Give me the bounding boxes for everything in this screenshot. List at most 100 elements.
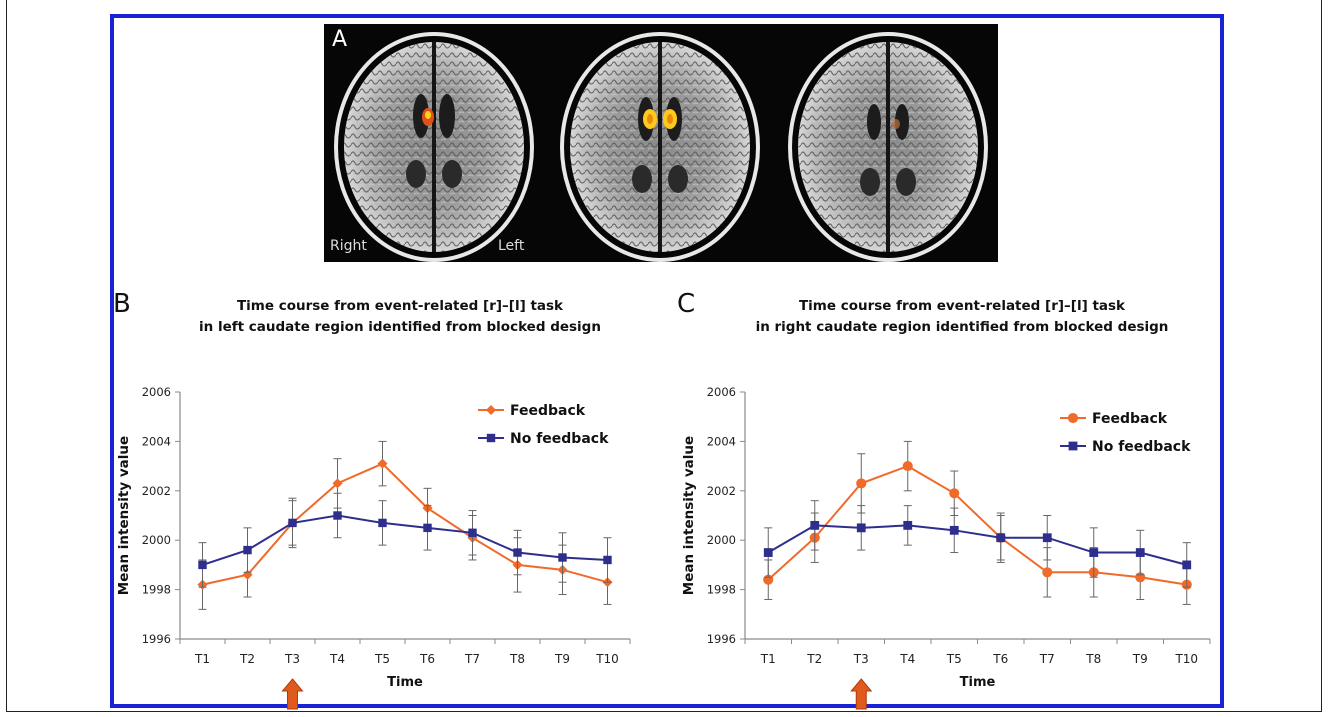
data-point <box>377 458 388 469</box>
data-point <box>1089 548 1099 557</box>
legend-marker <box>1067 412 1079 424</box>
data-point <box>603 555 612 565</box>
stimulus-arrow-icon <box>281 678 304 710</box>
data-point <box>949 488 960 499</box>
x-tick-label: T1 <box>760 652 776 666</box>
y-tick-label: 1998 <box>142 583 171 597</box>
x-tick-label: T1 <box>194 652 210 666</box>
x-tick-label: T7 <box>464 652 480 666</box>
brain-slice-3 <box>788 32 988 262</box>
data-point <box>949 525 959 535</box>
legend-marker <box>486 433 496 443</box>
orientation-label-right: Right <box>330 238 367 254</box>
chart-c-title: Time course from event-related [r]–[l] t… <box>706 296 1218 338</box>
y-tick-label: 2000 <box>707 533 736 547</box>
x-tick-label: T2 <box>239 652 255 666</box>
data-point <box>1042 533 1052 543</box>
data-point <box>996 533 1006 543</box>
brain-slice-1 <box>334 32 534 262</box>
data-point <box>1182 560 1192 570</box>
y-tick-label: 1996 <box>142 632 171 646</box>
series-no-feedback <box>198 492 612 588</box>
x-tick-label: T9 <box>554 652 570 666</box>
data-point <box>333 511 342 520</box>
data-point <box>468 528 477 537</box>
series-line <box>767 524 1188 566</box>
data-point <box>243 545 252 555</box>
y-axis-label: Mean intensity value <box>681 436 697 595</box>
data-point <box>198 560 207 570</box>
panel-b-letter: B <box>113 289 131 319</box>
selection-frame <box>110 14 1224 708</box>
series-line <box>202 462 608 586</box>
legend-label: Feedback <box>1092 411 1168 427</box>
stimulus-arrow-icon <box>850 678 873 710</box>
activation-right-caudate <box>892 119 900 129</box>
x-tick-label: T4 <box>329 652 345 666</box>
legend-marker <box>1068 441 1078 451</box>
chart-c-title-line-1: Time course from event-related [r]–[l] t… <box>798 298 1126 314</box>
brain-slice-2 <box>560 32 760 262</box>
data-point <box>810 520 820 530</box>
x-tick-label: T3 <box>284 652 300 666</box>
data-point <box>856 523 866 533</box>
data-point <box>1042 567 1053 578</box>
y-tick-label: 2006 <box>707 385 736 399</box>
data-point <box>903 520 913 530</box>
data-point <box>332 478 343 489</box>
x-tick-label: T5 <box>374 652 390 666</box>
x-tick-label: T10 <box>1174 652 1198 666</box>
brain-mri-image: A Right Left <box>330 27 988 262</box>
legend-label: Feedback <box>510 403 586 419</box>
chart-b-title-line-2: in left caudate region identified from b… <box>199 319 601 335</box>
x-axis-label: Time <box>960 675 996 690</box>
data-point <box>763 548 773 557</box>
data-point <box>288 518 297 528</box>
y-tick-label: 2002 <box>142 484 171 498</box>
legend-marker <box>485 404 497 416</box>
data-point <box>856 478 867 489</box>
x-tick-label: T6 <box>419 652 435 666</box>
legend-label: No feedback <box>510 431 609 447</box>
x-tick-label: T2 <box>806 652 822 666</box>
data-point <box>378 518 387 528</box>
legend-label: No feedback <box>1092 439 1191 455</box>
data-point <box>1135 548 1145 557</box>
x-tick-label: T8 <box>1085 652 1101 666</box>
data-point <box>558 553 567 562</box>
x-tick-label: T9 <box>1132 652 1148 666</box>
x-tick-label: T3 <box>853 652 869 666</box>
y-tick-label: 1996 <box>707 632 736 646</box>
figure-border <box>6 0 1322 712</box>
y-axis-label: Mean intensity value <box>116 436 132 595</box>
orientation-label-left: Left <box>498 238 525 254</box>
x-axis-label: Time <box>387 675 423 690</box>
x-tick-label: T7 <box>1039 652 1055 666</box>
data-point <box>513 548 522 557</box>
data-point <box>902 461 913 472</box>
x-tick-label: T4 <box>899 652 915 666</box>
panel-a-letter: A <box>332 27 347 52</box>
x-tick-label: T6 <box>992 652 1008 666</box>
y-tick-label: 2004 <box>142 434 171 448</box>
series-no-feedback <box>763 500 1192 588</box>
brain-mri-panel: A Right Left <box>324 24 998 262</box>
data-point <box>423 523 432 533</box>
chart-c: 1996 1998 2000 2002 2004 2006 T1 T2 T3 T4 T5 T6 T7 T8… <box>681 385 1211 710</box>
y-tick-label: 2002 <box>707 484 736 498</box>
panel-c-letter: C <box>677 289 696 319</box>
x-tick-label: T5 <box>946 652 962 666</box>
y-tick-label: 2000 <box>142 533 171 547</box>
x-tick-label: T8 <box>509 652 525 666</box>
chart-b-title: Time course from event-related [r]–[l] t… <box>140 296 660 338</box>
y-tick-label: 2006 <box>142 385 171 399</box>
series-line <box>202 514 608 566</box>
series-line <box>767 464 1187 586</box>
y-tick-label: 2004 <box>707 434 736 448</box>
chart-b-title-line-1: Time course from event-related [r]–[l] t… <box>236 298 564 314</box>
x-tick-label: T10 <box>595 652 619 666</box>
chart-b: 1996 1998 2000 2002 2004 2006 T1 T2 T3 T4 T5 T6 T7 T8… <box>116 385 631 710</box>
chart-c-title-line-2: in right caudate region identified from … <box>755 319 1169 335</box>
y-tick-label: 1998 <box>707 583 736 597</box>
